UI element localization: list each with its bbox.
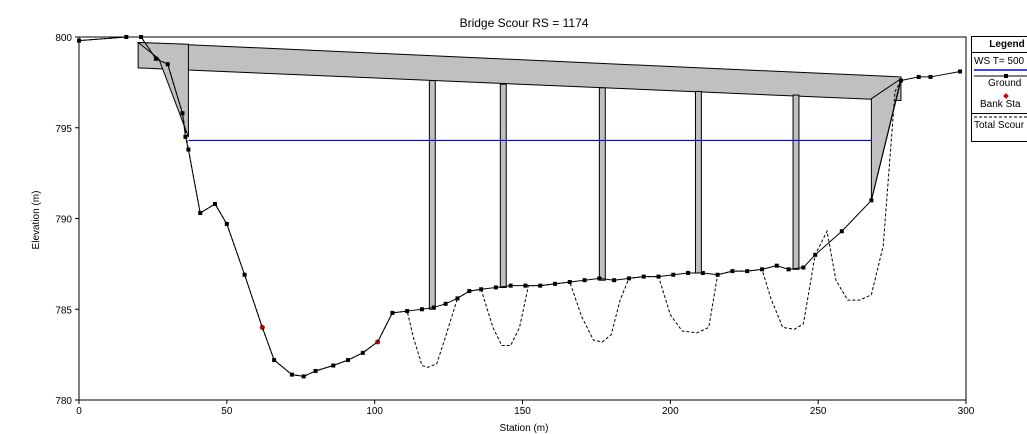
ground-point: [479, 287, 484, 292]
ground-point: [928, 74, 933, 79]
ground-point: [686, 270, 691, 275]
ground-point: [612, 278, 617, 283]
legend-label-ground: Ground: [988, 78, 1022, 89]
x-tick-label: 50: [221, 406, 233, 417]
ground-point: [242, 272, 247, 277]
y-tick-label: 790: [55, 215, 72, 226]
ground-point: [272, 358, 277, 363]
legend-item-ground: Ground: [972, 73, 1027, 93]
plot-area: 0 50 100 150 200 250 300 780 785 790 795 800: [55, 33, 974, 417]
ground-point: [958, 69, 963, 74]
ground-point: [419, 307, 424, 312]
legend-label-ws: WS T= 500: [974, 56, 1025, 67]
bridge-pier: [792, 94, 800, 270]
bridge-deck: [137, 41, 902, 102]
x-tick-label: 0: [76, 406, 82, 417]
series-ground-line: [78, 36, 961, 377]
x-tick-label: 250: [810, 406, 827, 417]
legend-swatch-scour: [974, 116, 1027, 118]
ground-point: [301, 374, 306, 379]
ground-point: [774, 263, 779, 268]
x-tick-label: 300: [958, 406, 975, 417]
legend-swatch-bank: [1003, 93, 1009, 99]
chart-title: Bridge Scour RS = 1174: [460, 16, 589, 30]
ground-point: [224, 221, 229, 226]
bridge-pier: [694, 90, 702, 274]
legend-label-scour: Total Scour: [974, 120, 1025, 131]
ground-point: [186, 147, 191, 152]
x-tick-label: 200: [662, 406, 679, 417]
bank-station-point: [259, 324, 266, 331]
bridge-pier: [598, 87, 606, 281]
y-tick-label: 780: [55, 396, 72, 407]
ground-point: [671, 272, 676, 277]
ground-point: [493, 285, 498, 290]
ground-point: [443, 301, 448, 306]
ground-point: [553, 281, 558, 286]
legend-swatch-ground: [974, 74, 1027, 78]
ground-point: [700, 270, 705, 275]
ground-point: [538, 283, 543, 288]
ground-point: [582, 278, 587, 283]
ground-point: [786, 267, 791, 272]
legend-swatch-ws: [974, 69, 1027, 71]
x-tick-label: 100: [366, 406, 383, 417]
y-tick-label: 795: [55, 124, 72, 135]
x-axis-label: Station (m): [500, 423, 549, 434]
bridge-pier: [428, 80, 436, 310]
x-tick-label: 150: [514, 406, 531, 417]
legend-item-bank: Bank Sta: [972, 93, 1027, 113]
ground-point: [153, 56, 158, 61]
ground-point: [567, 280, 572, 285]
legend-item-scour: Total Scour: [972, 113, 1027, 134]
legend-item-ws: WS T= 500: [972, 53, 1027, 73]
ground-point: [431, 305, 436, 310]
y-axis-label: Elevation (m): [31, 191, 42, 250]
legend-title: Legend: [972, 37, 1027, 53]
ground-point: [405, 309, 410, 314]
ground-point: [916, 74, 921, 79]
ground-point: [198, 211, 203, 216]
ground-point: [508, 283, 513, 288]
legend-label-bank: Bank Sta: [980, 99, 1021, 110]
y-tick-label: 785: [55, 305, 72, 316]
ground-point: [801, 265, 806, 270]
ground-point: [523, 283, 528, 288]
ground-point: [183, 134, 188, 139]
ground-point: [390, 310, 395, 315]
ground-point: [455, 296, 460, 301]
ground-point: [839, 229, 844, 234]
ground-point: [869, 198, 874, 203]
legend: Legend WS T= 500 Ground Bank Sta Total S…: [971, 36, 1027, 142]
bridge-pier: [499, 83, 507, 288]
y-tick-label: 800: [55, 33, 72, 44]
ground-point: [597, 276, 602, 281]
